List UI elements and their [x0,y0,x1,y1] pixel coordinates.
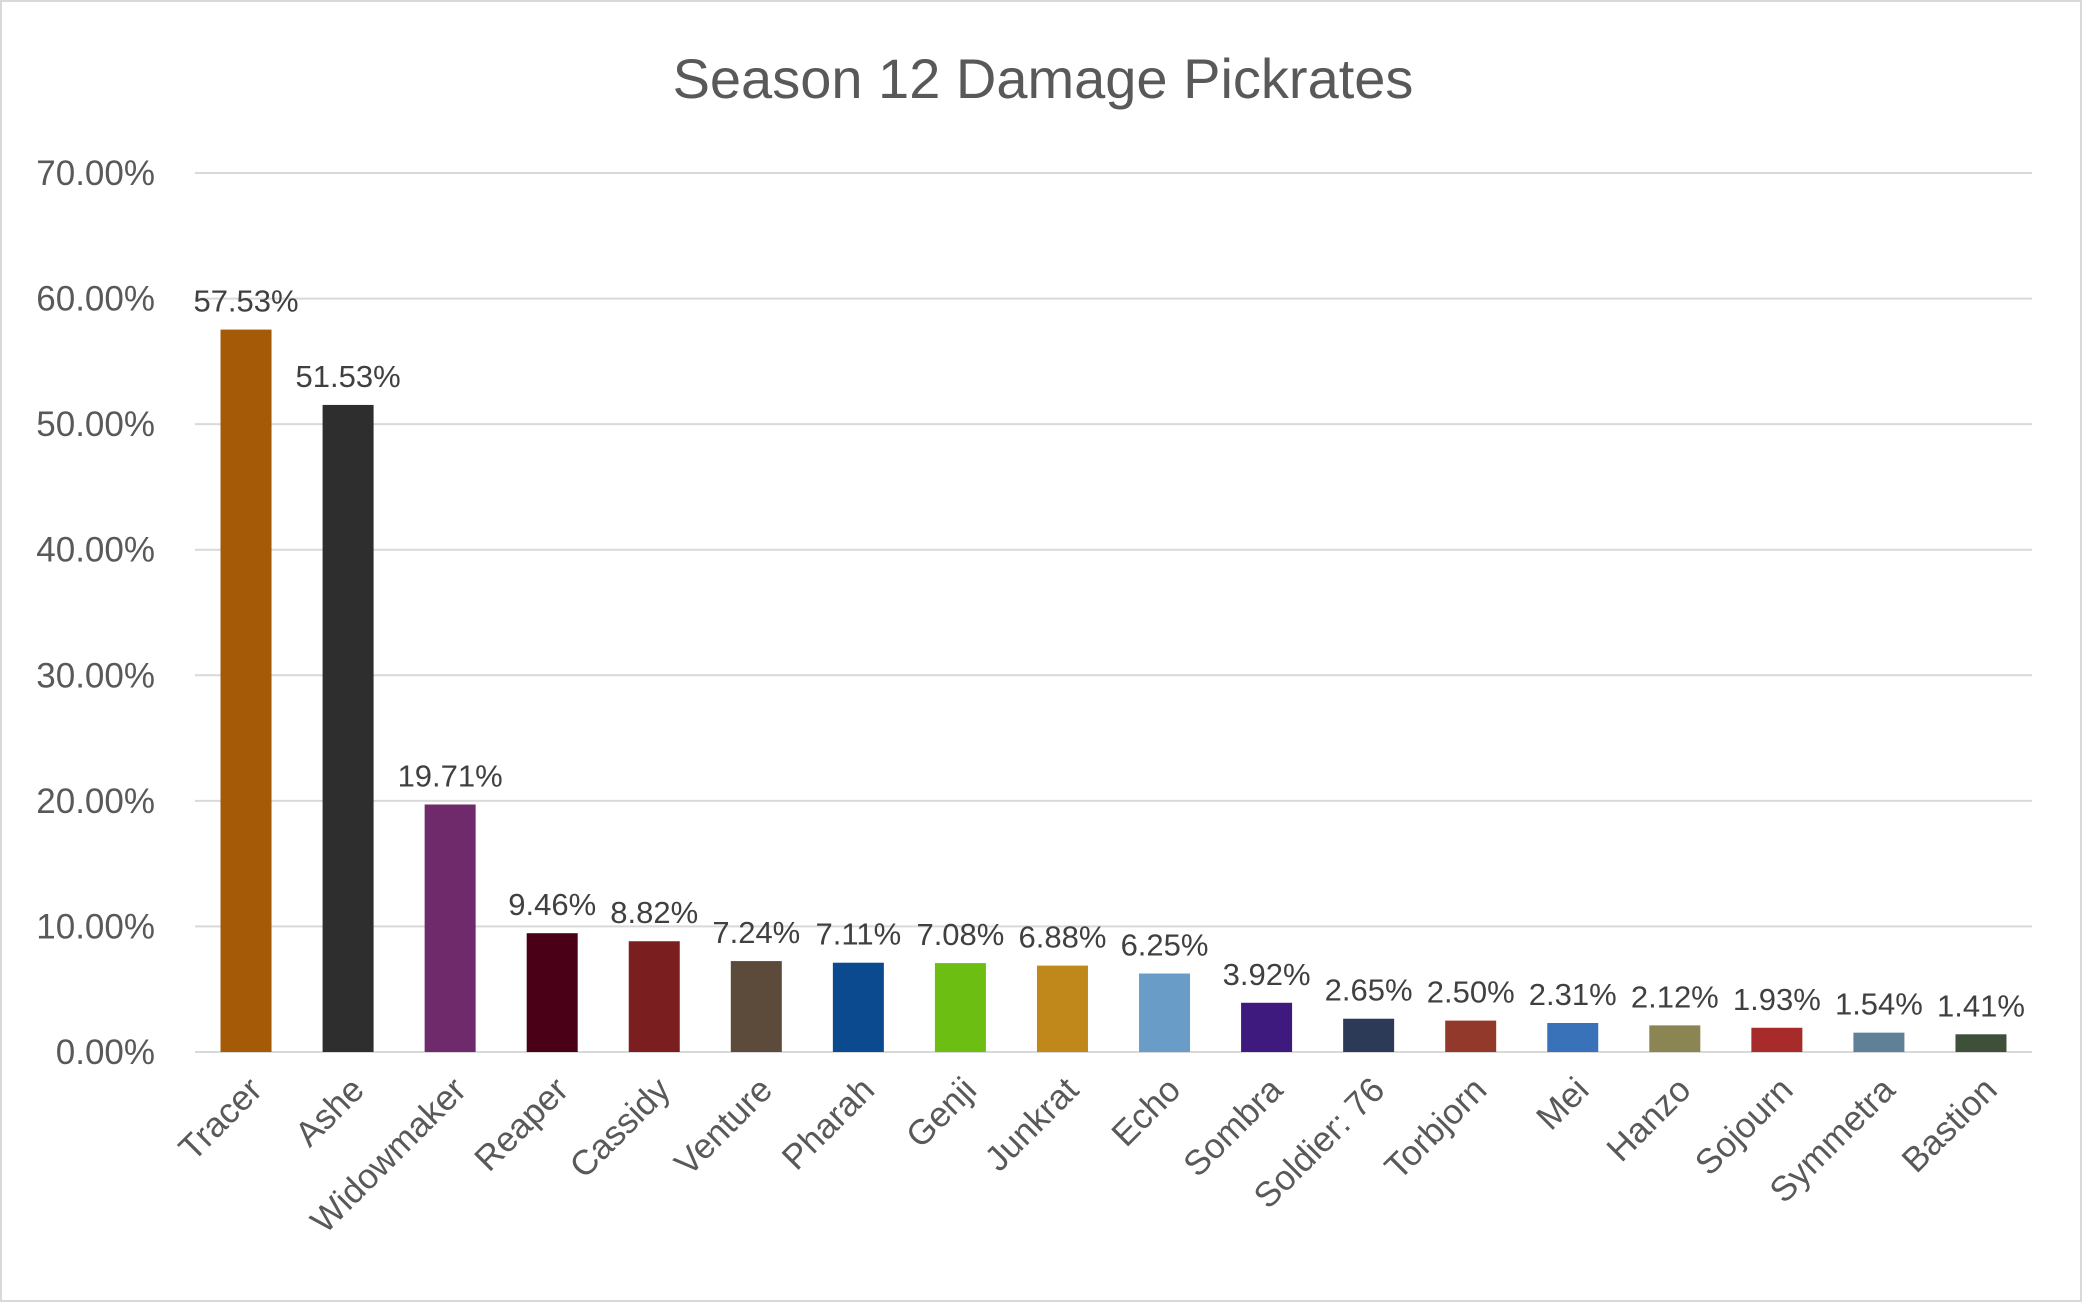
x-tick-label: Mei [1529,1070,1596,1137]
data-label: 2.50% [1427,975,1515,1010]
chart-title: Season 12 Damage Pickrates [673,47,1414,110]
data-label: 9.46% [508,887,596,922]
gridlines [195,172,2032,1053]
bar-cassidy [628,941,680,1052]
x-tick-label: Reaper [467,1070,576,1179]
y-tick-label: 40.00% [36,531,155,570]
y-tick-label: 30.00% [36,656,155,695]
data-label: 2.65% [1325,973,1413,1008]
data-label: 1.93% [1733,982,1821,1017]
data-label: 51.53% [296,359,401,394]
data-label: 7.24% [712,915,800,950]
y-tick-label: 20.00% [36,782,155,821]
bar-ashe [322,404,374,1052]
y-tick-label: 70.00% [36,154,155,193]
x-tick-label: Genji [899,1070,984,1155]
data-label: 7.11% [816,917,902,952]
data-label: 6.88% [1019,920,1107,955]
data-label: 7.08% [916,917,1004,952]
bar-symmetra [1853,1032,1905,1052]
bar-tracer [220,329,272,1052]
bar-torbjorn [1445,1020,1497,1052]
x-tick-label: Tracer [172,1070,270,1168]
data-label: 8.82% [610,895,698,930]
data-label: 2.31% [1529,977,1617,1012]
data-label: 3.92% [1223,957,1311,992]
bar-sojourn [1751,1027,1803,1052]
data-label: 6.25% [1121,928,1209,963]
bar-echo [1139,973,1191,1052]
bar-widowmaker [424,804,476,1052]
bars [220,329,2007,1052]
x-tick-label: Pharah [775,1070,882,1177]
data-label: 1.54% [1835,987,1923,1022]
data-label: 2.12% [1631,979,1719,1014]
x-tick-label: Cassidy [562,1070,678,1186]
bar-genji [934,963,986,1052]
x-tick-label: Junkrat [977,1070,1086,1179]
bar-hanzo [1649,1025,1701,1052]
data-label: 57.53% [193,284,298,319]
bar-bastion [1955,1034,2007,1052]
y-tick-label: 60.00% [36,280,155,319]
bar-venture [730,961,782,1052]
bar-sombra [1241,1002,1293,1052]
y-axis-tick-labels: 0.00% 10.00% 20.00% 30.00% 40.00% 50.00% 60.00… [36,154,155,1072]
x-tick-label: Torbjorn [1377,1070,1494,1187]
bar-soldier-76 [1343,1018,1395,1052]
bar-reaper [526,933,578,1052]
y-tick-label: 0.00% [56,1033,155,1072]
y-tick-label: 50.00% [36,405,155,444]
y-tick-label: 10.00% [36,907,155,946]
bar-pharah [832,962,884,1052]
x-tick-label: Bastion [1894,1070,2004,1180]
bar-junkrat [1036,965,1088,1052]
x-tick-label: Ashe [288,1070,372,1154]
x-tick-label: Venture [667,1070,780,1183]
x-tick-label: Hanzo [1599,1070,1698,1169]
x-tick-label: Echo [1104,1070,1188,1154]
data-label: 1.41% [1937,988,2025,1023]
data-labels: 57.53% 51.53% 19.71% 9.46% 8.82% 7.24% 7.11% 7.… [193,284,2024,1024]
bar-mei [1547,1022,1599,1052]
x-axis-tick-labels: Tracer AsheWidowmakerReaperCassidyVenture… [172,1070,2005,1241]
data-label: 19.71% [398,758,503,793]
